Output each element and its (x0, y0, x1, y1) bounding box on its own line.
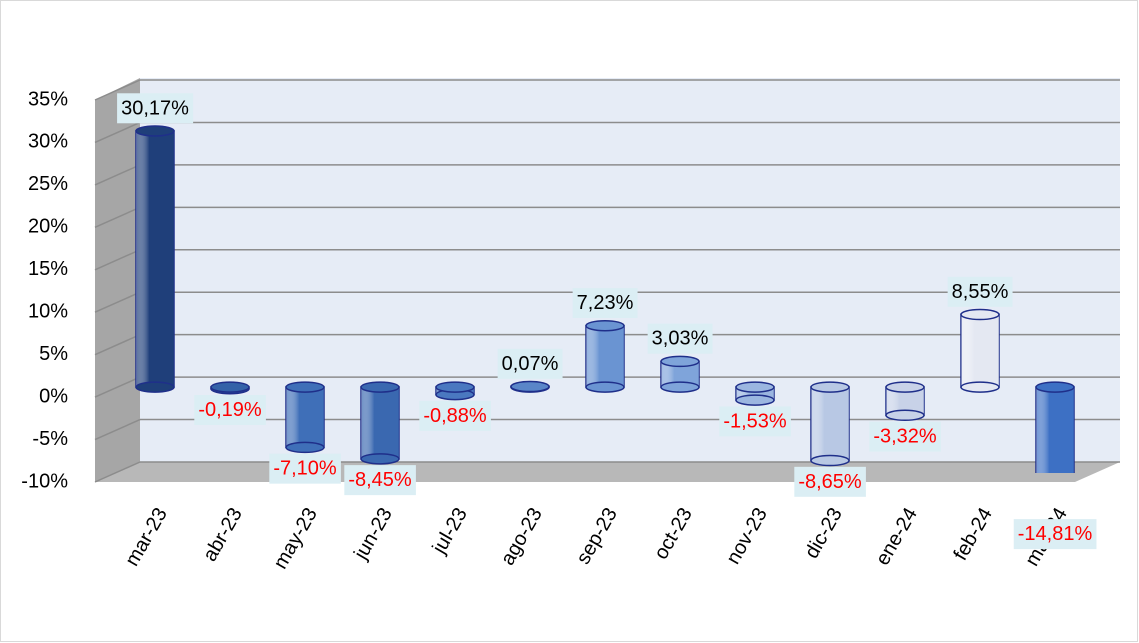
bar-shade (811, 387, 849, 461)
data-label: 8,55% (952, 281, 1009, 303)
data-label: 3,03% (652, 328, 709, 350)
data-label-box (269, 453, 341, 484)
grid-line-side (94, 461, 141, 483)
grid-line-side (94, 121, 141, 144)
data-label: -1,53% (723, 410, 787, 432)
grid-line-side (94, 249, 141, 271)
bar-shade (136, 131, 174, 388)
grid-line-side (94, 418, 141, 441)
data-label-box (1013, 519, 1097, 550)
bar-shade (286, 387, 324, 448)
data-label: -8,45% (348, 469, 412, 491)
bar-top (1035, 381, 1075, 393)
bar-bottom (735, 394, 775, 406)
bar-top (735, 381, 775, 393)
data-label-box (947, 276, 1013, 307)
bars (135, 125, 1075, 473)
y-tick-label: 20% (28, 216, 68, 238)
y-tick-label: -5% (32, 428, 68, 450)
data-label-box (869, 421, 941, 452)
data-label-box (117, 93, 194, 124)
bar-top (810, 381, 850, 393)
bar-bottom (285, 441, 325, 454)
y-tick-label: 5% (39, 343, 68, 365)
grid-line-side (94, 376, 141, 398)
grid-line-side (94, 206, 141, 229)
bar-shade (361, 387, 399, 459)
y-tick-label: 15% (28, 258, 68, 280)
bar-bottom (660, 381, 700, 393)
data-label: -0,88% (423, 405, 487, 427)
y-tick-label: 10% (28, 301, 68, 323)
data-label-box (794, 466, 866, 497)
bar-top (285, 381, 325, 393)
data-label-box (719, 406, 791, 437)
y-tick-label: -10% (21, 470, 68, 492)
data-label: -3,32% (873, 426, 937, 448)
bar-bottom (360, 453, 400, 465)
bar-top (435, 381, 475, 393)
data-label: 30,17% (121, 97, 189, 119)
floor (95, 462, 1120, 482)
back-wall (140, 78, 1120, 462)
bar-top (135, 125, 175, 137)
bar-top (585, 319, 625, 332)
data-label-box (497, 348, 563, 379)
data-label: -7,10% (273, 458, 337, 480)
y-tick-label: 0% (39, 385, 68, 407)
bar-bottom (960, 381, 1000, 393)
bar-bottom (135, 381, 175, 393)
bar-top (960, 308, 1000, 321)
data-label: 7,23% (577, 292, 634, 314)
data-label-box (419, 400, 491, 431)
side-wall (95, 78, 140, 482)
data-label: -8,65% (798, 471, 862, 493)
grid-line-side (94, 333, 141, 356)
bar-top (360, 381, 400, 393)
y-tick-label: 30% (28, 131, 68, 153)
grid-line-side (94, 164, 141, 186)
bar-top (510, 380, 550, 393)
data-label-box (572, 288, 638, 319)
bar-top (210, 381, 250, 393)
bar-top (885, 381, 925, 393)
bar-shade (1036, 387, 1074, 473)
data-label-box (194, 395, 266, 426)
bar-top (660, 355, 700, 368)
grid-line-side (94, 79, 141, 101)
bar-bottom (885, 409, 925, 422)
data-label-box (647, 323, 713, 354)
bar-bottom (810, 454, 850, 467)
grid-line-side (94, 291, 141, 313)
data-label-box (344, 465, 416, 496)
data-label: -0,19% (198, 399, 262, 421)
bar-shade (586, 325, 624, 388)
y-tick-label: 35% (28, 88, 68, 110)
y-tick-label: 25% (28, 173, 68, 195)
data-label: 0,07% (502, 353, 559, 375)
bar-shade (961, 314, 999, 388)
bar-bottom (585, 381, 625, 393)
data-label: -14,81% (1018, 523, 1093, 545)
